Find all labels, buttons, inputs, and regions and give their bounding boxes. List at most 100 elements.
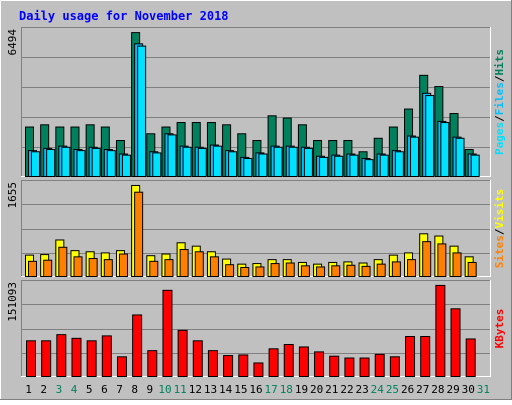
bar-pages-day-26 bbox=[410, 136, 420, 177]
bar-pages-day-29 bbox=[455, 137, 465, 177]
legend-hits_files_pages: Pages/Files/Hits bbox=[493, 49, 506, 155]
x-tick-label-day-17: 17 bbox=[265, 383, 278, 396]
bar-kbytes-day-11 bbox=[177, 329, 188, 377]
bar-sites-day-3 bbox=[58, 246, 68, 277]
legend-label-hits: Hits bbox=[493, 49, 506, 76]
legend-separator: / bbox=[493, 75, 506, 82]
bar-kbytes-day-3 bbox=[56, 334, 67, 378]
bar-kbytes-day-6 bbox=[101, 335, 112, 377]
bar-sites-day-27 bbox=[422, 241, 432, 278]
bar-kbytes-day-2 bbox=[41, 340, 52, 378]
bar-pages-day-16 bbox=[258, 153, 268, 178]
x-tick-label-day-13: 13 bbox=[204, 383, 217, 396]
bar-sites-day-29 bbox=[452, 252, 462, 277]
legend-visits_sites: Sites/Visits bbox=[493, 189, 506, 269]
bar-sites-day-9 bbox=[149, 260, 159, 277]
bar-pages-day-30 bbox=[470, 154, 480, 178]
y-max-label: 151093 bbox=[6, 282, 19, 322]
bar-kbytes-day-13 bbox=[207, 350, 218, 378]
bar-pages-day-4 bbox=[76, 150, 86, 178]
x-tick-label-day-12: 12 bbox=[189, 383, 202, 396]
x-tick-label-day-8: 8 bbox=[131, 383, 138, 396]
bar-pages-day-19 bbox=[303, 147, 313, 178]
x-tick-label-day-30: 30 bbox=[462, 383, 475, 396]
bar-sites-day-21 bbox=[331, 265, 341, 278]
bar-pages-day-3 bbox=[61, 146, 71, 178]
legend-label-pages: Pages bbox=[493, 122, 506, 155]
bar-sites-day-26 bbox=[407, 259, 417, 278]
bar-kbytes-day-1 bbox=[26, 340, 36, 378]
bar-sites-day-18 bbox=[285, 262, 295, 277]
bar-pages-day-23 bbox=[364, 159, 374, 177]
bar-pages-day-6 bbox=[106, 150, 116, 178]
bar-pages-day-20 bbox=[319, 156, 329, 177]
bar-kbytes-day-28 bbox=[435, 284, 446, 377]
bar-pages-day-24 bbox=[379, 154, 389, 178]
bar-kbytes-day-8 bbox=[132, 314, 143, 378]
x-tick-label-day-7: 7 bbox=[116, 383, 123, 396]
x-tick-label-day-29: 29 bbox=[446, 383, 459, 396]
x-tick-label-day-9: 9 bbox=[147, 383, 154, 396]
bar-sites-day-1 bbox=[28, 260, 37, 277]
bar-kbytes-day-19 bbox=[298, 346, 309, 378]
bar-sites-day-15 bbox=[240, 267, 250, 277]
bar-kbytes-day-7 bbox=[116, 356, 127, 378]
bar-pages-day-8 bbox=[137, 45, 147, 178]
bar-pages-day-28 bbox=[440, 122, 450, 178]
x-tick-label-day-4: 4 bbox=[71, 383, 78, 396]
bar-sites-day-23 bbox=[361, 265, 371, 277]
bar-kbytes-day-27 bbox=[420, 335, 431, 377]
bar-pages-day-22 bbox=[349, 154, 359, 178]
bar-pages-day-27 bbox=[425, 95, 435, 177]
x-tick-label-day-28: 28 bbox=[431, 383, 444, 396]
bar-sites-day-19 bbox=[300, 265, 310, 278]
bar-sites-day-8 bbox=[134, 191, 144, 278]
bar-pages-day-11 bbox=[182, 146, 192, 178]
bar-kbytes-day-5 bbox=[86, 340, 97, 378]
bar-kbytes-day-15 bbox=[238, 354, 249, 377]
bar-pages-day-5 bbox=[91, 147, 101, 178]
x-tick-label-day-10: 10 bbox=[158, 383, 171, 396]
x-tick-label-day-27: 27 bbox=[416, 383, 429, 396]
x-tick-label-day-23: 23 bbox=[356, 383, 369, 396]
x-tick-label-day-6: 6 bbox=[101, 383, 108, 396]
bar-sites-day-25 bbox=[391, 261, 401, 278]
bar-kbytes-day-23 bbox=[359, 357, 370, 377]
x-tick-label-day-19: 19 bbox=[295, 383, 308, 396]
bar-kbytes-day-12 bbox=[192, 340, 203, 378]
bar-sites-day-14 bbox=[225, 264, 235, 278]
bar-pages-day-14 bbox=[228, 151, 238, 178]
x-tick-label-day-18: 18 bbox=[280, 383, 293, 396]
bar-sites-day-22 bbox=[346, 264, 356, 277]
bar-kbytes-day-24 bbox=[374, 353, 385, 377]
bar-sites-day-24 bbox=[376, 263, 386, 277]
bar-sites-day-4 bbox=[73, 256, 83, 278]
legend-label-files: Files bbox=[493, 82, 506, 115]
bar-pages-day-21 bbox=[334, 155, 344, 177]
bar-kbytes-day-22 bbox=[344, 357, 355, 377]
bar-sites-day-5 bbox=[88, 258, 98, 277]
x-tick-label-day-26: 26 bbox=[401, 383, 414, 396]
bar-pages-day-18 bbox=[288, 146, 298, 178]
bar-kbytes-day-16 bbox=[253, 362, 264, 378]
bar-sites-day-28 bbox=[437, 243, 447, 277]
bar-sites-day-12 bbox=[194, 251, 204, 277]
x-tick-label-day-21: 21 bbox=[325, 383, 338, 396]
bar-kbytes-day-21 bbox=[329, 355, 340, 378]
y-max-label: 1655 bbox=[6, 182, 19, 209]
bar-pages-day-9 bbox=[152, 152, 162, 178]
bar-pages-day-12 bbox=[197, 147, 207, 178]
bar-pages-day-13 bbox=[212, 145, 222, 178]
bar-pages-day-1 bbox=[31, 151, 40, 178]
bar-pages-day-7 bbox=[121, 154, 131, 178]
bar-kbytes-day-10 bbox=[162, 289, 173, 378]
legend-kbytes: KBytes bbox=[493, 309, 506, 349]
bar-sites-day-17 bbox=[270, 263, 280, 278]
bar-kbytes-day-17 bbox=[268, 348, 279, 377]
x-tick-label-day-3: 3 bbox=[56, 383, 63, 396]
bar-sites-day-7 bbox=[118, 253, 128, 277]
x-tick-label-day-11: 11 bbox=[174, 383, 187, 396]
